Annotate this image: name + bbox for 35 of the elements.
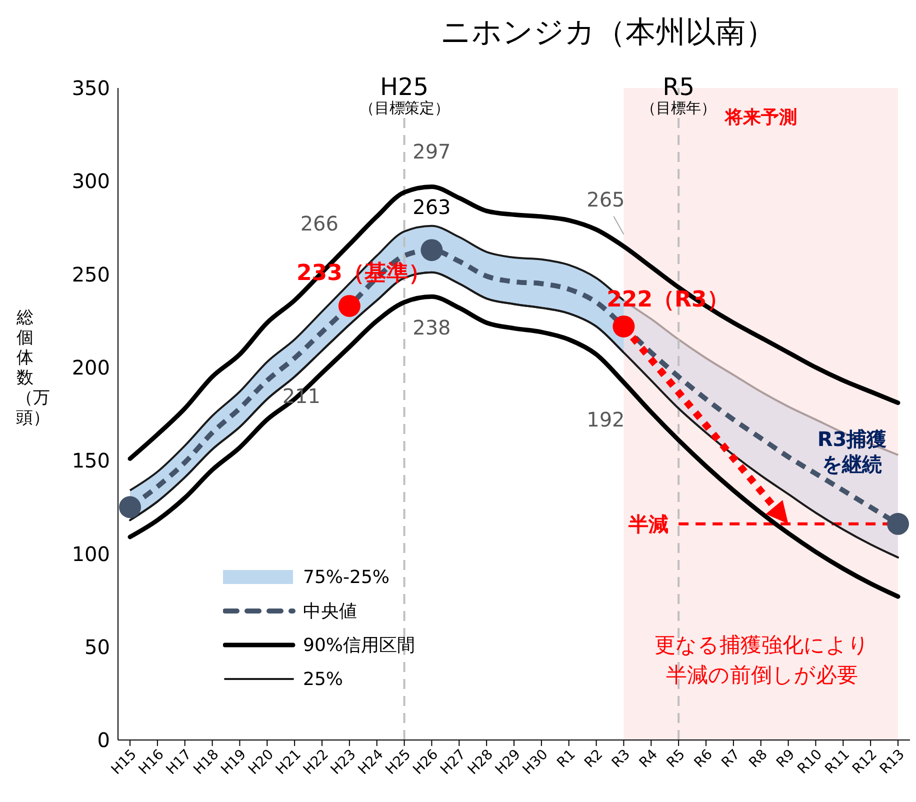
x-tick-label: R6 bbox=[691, 746, 716, 772]
x-tick-label: R8 bbox=[746, 746, 771, 772]
y-tick-label: 0 bbox=[97, 728, 110, 752]
legend-label: 75%-25% bbox=[303, 566, 390, 588]
chart-title: ニホンジカ（本州以南） bbox=[440, 14, 776, 52]
x-tick-label: R5 bbox=[664, 746, 688, 772]
x-tick-label: R3 bbox=[609, 746, 634, 772]
annotation: 192 bbox=[586, 407, 625, 432]
y-tick-label: 350 bbox=[72, 76, 110, 100]
annotation: 265 bbox=[586, 187, 625, 212]
x-tick-label: R2 bbox=[582, 746, 606, 772]
band-label: 将来予測 bbox=[724, 106, 797, 128]
annotation: 297 bbox=[412, 140, 451, 164]
x-tick-label: H21 bbox=[273, 746, 304, 778]
ref-line-label: 半減 bbox=[628, 512, 669, 536]
y-axis-title: 総個体数（万頭） bbox=[16, 308, 50, 428]
legend-label: 中央値 bbox=[303, 600, 357, 623]
y-tick-label: 150 bbox=[72, 448, 110, 473]
y-tick-label: 50 bbox=[84, 634, 110, 659]
annotation: 238 bbox=[412, 316, 451, 340]
annotation: 更なる捕獲強化により半減の前倒しが必要 bbox=[654, 632, 870, 689]
x-tick-label: R7 bbox=[718, 746, 744, 772]
x-tick-label: R1 bbox=[554, 746, 579, 772]
annotation: 266 bbox=[300, 211, 339, 236]
y-tick-label: 100 bbox=[72, 542, 110, 566]
y-tick-label: 250 bbox=[72, 262, 110, 286]
y-tick-label: 300 bbox=[72, 169, 110, 194]
annotation: 263 bbox=[412, 195, 451, 220]
ref-line-label: H25（目標策定） bbox=[358, 73, 450, 118]
annotation: R3捕獲を継続 bbox=[817, 426, 887, 476]
y-tick-label: 200 bbox=[72, 356, 110, 380]
x-tick-label: R4 bbox=[636, 746, 662, 772]
legend-label: 90%信用区間 bbox=[303, 634, 416, 657]
x-tick-label: R9 bbox=[774, 746, 798, 772]
legend-label: 25% bbox=[303, 668, 344, 690]
